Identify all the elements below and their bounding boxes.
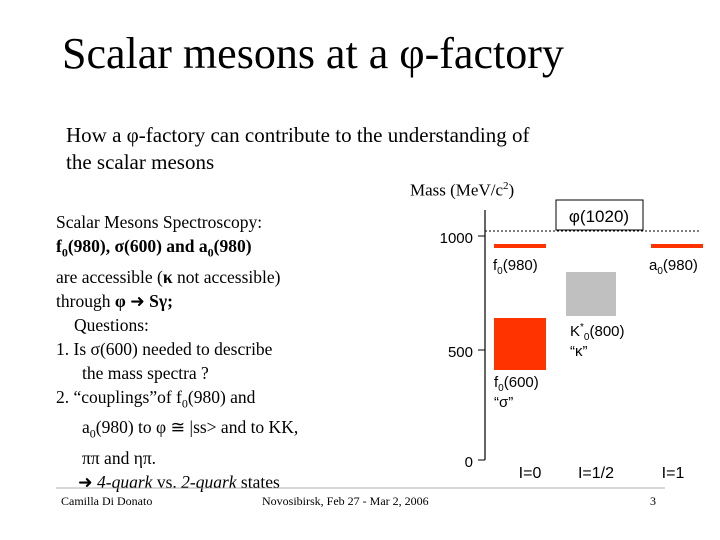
footer-page-number: 3 bbox=[650, 494, 656, 508]
text-part: Mass (MeV/c bbox=[410, 180, 504, 200]
tick-label-0: 0 bbox=[465, 454, 473, 471]
conclusion-line: ➜ 4-quark vs. 2-quark states bbox=[56, 470, 298, 494]
spectroscopy-heading: Scalar Mesons Spectroscopy: bbox=[56, 212, 263, 232]
slide-title: Scalar mesons at a φ-factory bbox=[62, 28, 564, 80]
phi-symbol: φ bbox=[399, 29, 425, 78]
intro-text: How a φ-factory can contribute to the un… bbox=[66, 122, 626, 176]
intro-line-2: the scalar mesons bbox=[66, 150, 215, 174]
question-2-line-3: ππ and ηπ. bbox=[82, 447, 157, 468]
f0-980-label: f0(980) bbox=[493, 257, 538, 277]
left-column: Scalar Mesons Spectroscopy: f0(980), σ(6… bbox=[56, 210, 298, 494]
text-part: 2-quark bbox=[181, 471, 237, 492]
kappa-symbol: κ bbox=[162, 266, 173, 287]
accessibility-line: are accessible (κ not accessible) bbox=[56, 265, 298, 289]
tick-label-1000: 1000 bbox=[440, 230, 473, 247]
sigma-600-box bbox=[494, 318, 546, 370]
text-part: through bbox=[56, 290, 115, 311]
text-part: (980) bbox=[213, 236, 252, 256]
subscript: 0 bbox=[181, 396, 188, 410]
text-part: vs. bbox=[152, 471, 182, 492]
through-line: through φ ➜ Sγ; bbox=[56, 289, 298, 313]
sigma-600-label: f0(600) bbox=[494, 374, 539, 394]
kappa-800-box bbox=[566, 272, 616, 316]
kappa-800-label: K*0(800) bbox=[570, 322, 625, 343]
mass-axis-title: Mass (MeV/c2) bbox=[410, 180, 514, 201]
text-part: (980) and bbox=[187, 386, 256, 407]
question-2-line-1: 2. “couplings”of f0(980) and bbox=[56, 385, 298, 416]
text-part: 2. “couplings”of f bbox=[56, 386, 182, 407]
title-prefix: Scalar mesons at a bbox=[62, 29, 400, 78]
title-suffix: -factory bbox=[424, 29, 564, 78]
subscript: 0 bbox=[89, 426, 96, 441]
a0-980-bar bbox=[651, 244, 703, 248]
text-part: a bbox=[82, 417, 90, 437]
questions-heading: Questions: bbox=[74, 314, 149, 335]
isospin-label-0: I=0 bbox=[519, 465, 542, 482]
text-part: ) bbox=[508, 180, 515, 200]
accessible-mesons-line: f0(980), σ(600) and a0(980) bbox=[56, 234, 298, 265]
phi-symbol: φ bbox=[114, 290, 126, 311]
phi-1020-box bbox=[555, 199, 644, 231]
superscript: 2 bbox=[503, 180, 509, 192]
text-part: 4-quark bbox=[97, 471, 153, 492]
text-part: (980), σ(600) and a bbox=[67, 236, 208, 256]
text-part: (980) to φ ≅ |ss> and to KK, bbox=[95, 417, 299, 437]
question-1-line-2: the mass spectra ? bbox=[82, 362, 209, 383]
isospin-label-1: I=1 bbox=[662, 465, 685, 482]
isospin-label-half: I=1/2 bbox=[578, 465, 614, 482]
question-2-line-2: a0(980) to φ ≅ |ss> and to KK, bbox=[56, 415, 298, 446]
footer-author: Camilla Di Donato bbox=[61, 494, 153, 508]
phi-1020-label: φ(1020) bbox=[569, 207, 629, 226]
text-part: Sγ; bbox=[144, 290, 173, 311]
sigma-quoted-label: “σ” bbox=[494, 394, 513, 411]
question-1-line-1: 1. Is σ(600) needed to describe bbox=[56, 338, 273, 359]
f0-980-bar bbox=[494, 244, 546, 248]
subscript: 0 bbox=[61, 245, 68, 260]
intro-line-1: How a φ-factory can contribute to the un… bbox=[66, 123, 530, 147]
arrow-icon: ➜ bbox=[130, 290, 145, 311]
subscript: 0 bbox=[207, 245, 214, 260]
kappa-quoted-label: “κ” bbox=[570, 343, 588, 360]
footer-venue: Novosibirsk, Feb 27 - Mar 2, 2006 bbox=[262, 494, 429, 508]
text-part: states bbox=[236, 471, 280, 492]
a0-980-label: a0(980) bbox=[649, 257, 698, 277]
text-part: not accessible) bbox=[172, 266, 281, 287]
text-part: f bbox=[56, 236, 62, 256]
text-part: are accessible ( bbox=[56, 266, 163, 287]
arrow-icon: ➜ bbox=[78, 471, 93, 492]
tick-label-500: 500 bbox=[448, 344, 473, 361]
